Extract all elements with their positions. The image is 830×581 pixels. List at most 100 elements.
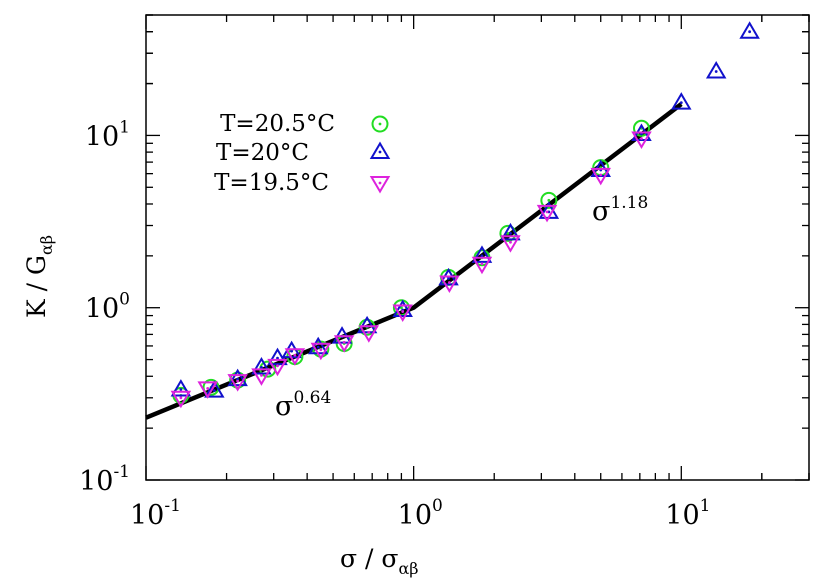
marker-dot bbox=[748, 30, 752, 34]
marker-shape bbox=[284, 348, 306, 366]
marker-ring bbox=[371, 115, 389, 133]
point-triangle-down bbox=[251, 368, 272, 386]
point-triangle-down bbox=[197, 381, 218, 399]
point-triangle-up bbox=[471, 245, 493, 263]
point-triangle-down bbox=[392, 304, 413, 323]
x-tick-label: 10-1 bbox=[130, 496, 181, 531]
marker-dot bbox=[276, 364, 279, 368]
y-tick-label-exp: 0 bbox=[119, 290, 130, 310]
y-tick-label: 10-1 bbox=[79, 462, 130, 497]
marker-ring bbox=[202, 378, 220, 396]
point-triangle-down bbox=[536, 204, 558, 223]
x-axis-label-sub: αβ bbox=[398, 559, 418, 578]
legend-marker-circle bbox=[371, 115, 389, 133]
point-triangle-down bbox=[170, 390, 192, 409]
marker-dot bbox=[714, 70, 718, 73]
marker-dot bbox=[367, 330, 371, 334]
point-triangle-up bbox=[500, 222, 521, 241]
marker-dot bbox=[509, 240, 512, 244]
marker-shape bbox=[369, 141, 391, 159]
point-triangle-down bbox=[631, 131, 652, 149]
marker-shape bbox=[227, 374, 248, 392]
legend-label-0: T=20.5°C bbox=[220, 111, 335, 137]
marker-dot bbox=[599, 173, 603, 177]
marker-shape bbox=[631, 131, 652, 149]
point-triangle-down bbox=[471, 256, 493, 275]
marker-dot bbox=[293, 353, 297, 357]
y-axis-label-main: K / G bbox=[22, 255, 51, 318]
marker-dot bbox=[547, 198, 551, 202]
marker-dot bbox=[679, 101, 683, 105]
marker-dot bbox=[378, 122, 382, 126]
marker-shape bbox=[267, 358, 288, 377]
x-axis-label: σ / σαβ bbox=[340, 544, 419, 578]
y-tick-label-base: 10 bbox=[85, 294, 119, 325]
point-triangle-up bbox=[251, 356, 272, 375]
fit-line-group bbox=[145, 102, 683, 420]
marker-shape bbox=[439, 275, 460, 294]
marker-dot bbox=[179, 396, 183, 400]
marker-dot bbox=[509, 231, 512, 235]
marker-dot bbox=[319, 348, 323, 352]
annotation-high-base: σ bbox=[592, 196, 610, 227]
point-triangle-up bbox=[267, 347, 288, 366]
marker-shape bbox=[356, 315, 378, 334]
marker-shape bbox=[500, 235, 521, 253]
legend-markers bbox=[369, 115, 391, 194]
marker-shape bbox=[369, 176, 391, 194]
x-tick-label: 100 bbox=[398, 496, 443, 531]
fit-line bbox=[145, 102, 683, 420]
y-axis-label-sub: αβ bbox=[37, 235, 56, 255]
point-triangle-down bbox=[310, 342, 332, 361]
y-tick-label-exp: 1 bbox=[119, 117, 130, 137]
point-triangle-down bbox=[227, 374, 248, 392]
point-triangle-down bbox=[358, 325, 380, 343]
y-tick-label-exp: -1 bbox=[113, 462, 130, 482]
marker-dot bbox=[316, 345, 320, 349]
x-tick-label-exp: 0 bbox=[432, 496, 443, 516]
marker-shape bbox=[170, 390, 192, 409]
legend-label-1: T=20°C bbox=[216, 140, 309, 166]
marker-shape bbox=[671, 92, 692, 110]
point-triangle-up bbox=[739, 21, 760, 39]
marker-dot bbox=[179, 388, 183, 391]
marker-shape bbox=[197, 381, 218, 399]
marker-shape bbox=[471, 256, 493, 275]
marker-shape bbox=[267, 347, 288, 366]
marker-shape bbox=[333, 335, 355, 353]
marker-dot bbox=[378, 150, 382, 154]
marker-dot bbox=[276, 356, 279, 360]
marker-shape bbox=[358, 325, 380, 343]
point-triangle-up bbox=[204, 380, 225, 398]
point-circle bbox=[540, 191, 558, 209]
marker-dot bbox=[260, 366, 263, 369]
marker-shape bbox=[471, 245, 493, 263]
marker-shape bbox=[251, 356, 272, 375]
point-triangle-down bbox=[439, 275, 460, 294]
point-triangle-up bbox=[705, 61, 727, 79]
legend-label-2: T=19.5°C bbox=[214, 170, 329, 196]
marker-dot bbox=[212, 389, 216, 393]
annotation-low-exp: 0.64 bbox=[293, 388, 331, 408]
y-tick-label-base: 10 bbox=[85, 121, 119, 152]
legend: T=20.5°C T=20°C T=19.5°C bbox=[214, 111, 391, 196]
marker-shape bbox=[204, 380, 225, 398]
marker-dot bbox=[236, 377, 240, 381]
tick-marks bbox=[145, 14, 810, 481]
marker-dot bbox=[480, 262, 484, 266]
point-triangle-up bbox=[671, 92, 692, 110]
point-triangle-up bbox=[170, 379, 192, 397]
marker-shape bbox=[392, 299, 413, 317]
annotation-high-slope: σ1.18 bbox=[592, 193, 648, 227]
marker-shape bbox=[310, 342, 332, 361]
point-triangle-down bbox=[500, 235, 521, 253]
point-triangle-down bbox=[267, 358, 288, 377]
legend-marker-triangle-down bbox=[369, 176, 391, 194]
point-triangle-down bbox=[284, 348, 306, 366]
marker-shape bbox=[170, 379, 192, 397]
marker-shape bbox=[536, 204, 558, 223]
marker-dot bbox=[290, 349, 294, 353]
y-axis-label: K / Gαβ bbox=[22, 235, 56, 318]
marker-shape bbox=[251, 368, 272, 386]
